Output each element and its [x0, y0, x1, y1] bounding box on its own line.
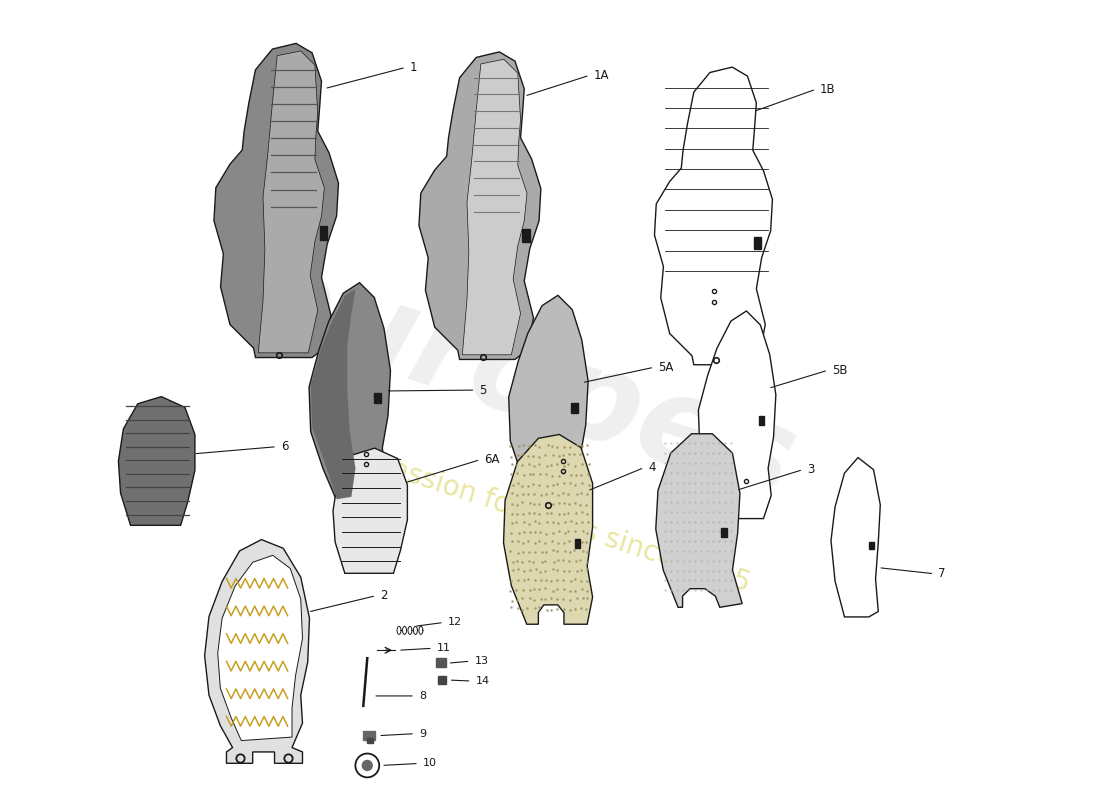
Text: 12: 12	[448, 618, 462, 627]
Bar	[436, 658, 446, 667]
Text: 13: 13	[474, 656, 488, 666]
Bar	[522, 230, 530, 242]
Text: 4: 4	[648, 461, 656, 474]
Text: 11: 11	[437, 643, 451, 654]
Bar	[575, 539, 580, 548]
Bar	[374, 393, 381, 403]
Bar	[320, 226, 327, 240]
Text: 9: 9	[419, 729, 426, 738]
Bar	[367, 738, 373, 742]
Polygon shape	[333, 448, 407, 574]
Text: 1: 1	[410, 61, 418, 74]
Polygon shape	[419, 52, 541, 359]
Polygon shape	[310, 289, 355, 499]
Polygon shape	[119, 397, 195, 526]
Text: 5B: 5B	[832, 364, 847, 377]
Text: 14: 14	[475, 676, 490, 686]
Circle shape	[362, 761, 372, 770]
Text: 7: 7	[938, 567, 946, 580]
Polygon shape	[830, 458, 880, 617]
Bar	[722, 528, 726, 537]
Text: 1A: 1A	[594, 69, 609, 82]
Text: 1B: 1B	[821, 82, 836, 96]
Bar	[869, 542, 873, 550]
Text: a passion for parts since 1985: a passion for parts since 1985	[346, 441, 754, 598]
Bar	[759, 415, 764, 425]
Polygon shape	[654, 67, 772, 365]
Text: europes: europes	[231, 234, 810, 526]
Text: 5A: 5A	[658, 361, 673, 374]
Polygon shape	[309, 282, 390, 501]
Text: 5: 5	[480, 383, 487, 397]
Polygon shape	[213, 43, 339, 358]
Text: 6: 6	[280, 440, 288, 453]
Text: 2: 2	[381, 589, 387, 602]
Polygon shape	[508, 295, 588, 508]
Text: 10: 10	[422, 758, 437, 769]
Text: 3: 3	[807, 463, 815, 476]
Bar	[754, 237, 761, 249]
Polygon shape	[258, 51, 324, 353]
Polygon shape	[698, 311, 776, 518]
Polygon shape	[205, 539, 309, 763]
Polygon shape	[462, 59, 527, 355]
Text: 6A: 6A	[484, 453, 500, 466]
Text: 8: 8	[419, 691, 426, 701]
Polygon shape	[218, 555, 302, 741]
Polygon shape	[656, 434, 743, 607]
Bar	[572, 403, 578, 413]
Bar	[363, 730, 375, 740]
Polygon shape	[504, 434, 593, 624]
